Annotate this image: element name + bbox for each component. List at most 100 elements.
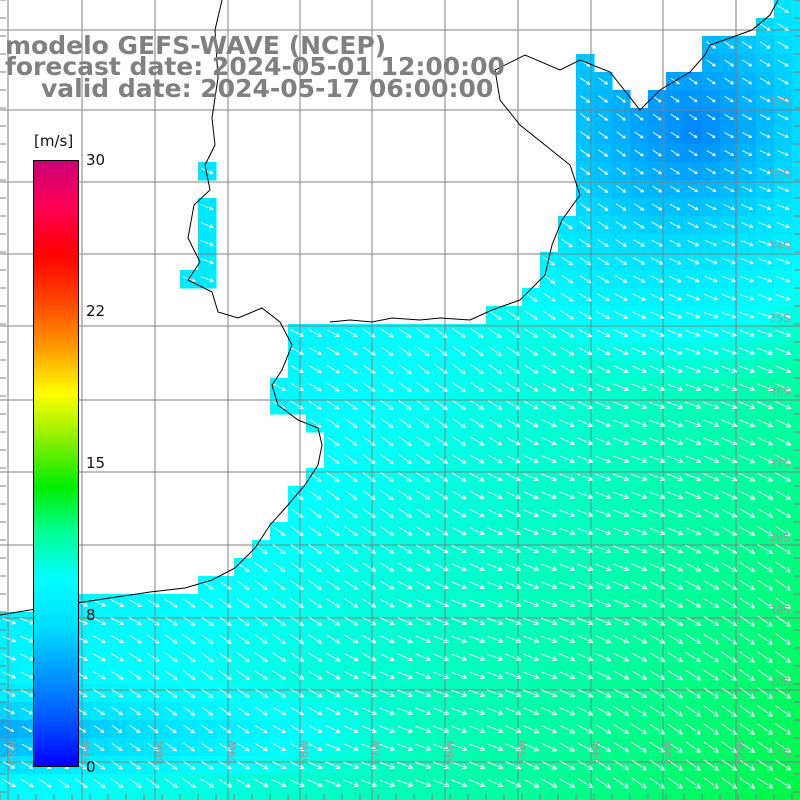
wind-arrow [271, 761, 287, 770]
wind-arrow [650, 275, 664, 283]
wind-arrow [777, 132, 789, 139]
wind-arrow [380, 526, 394, 536]
wind-arrow [450, 689, 468, 697]
wind-arrow [522, 617, 540, 625]
speed-cell [0, 792, 19, 800]
wind-arrow [218, 670, 232, 680]
wind-arrow [756, 777, 774, 789]
wind-arrow [595, 759, 611, 771]
wind-arrow [218, 634, 232, 644]
wind-arrow [577, 473, 594, 481]
wind-arrow [597, 185, 609, 193]
wind-arrow [685, 616, 702, 626]
wind-arrow [200, 240, 214, 247]
wind-arrow [558, 545, 576, 553]
wind-arrow [488, 364, 502, 374]
wind-arrow [414, 761, 432, 769]
wind-arrow [451, 653, 468, 661]
wind-arrow [397, 653, 413, 662]
wind-arrow [648, 527, 666, 536]
wind-arrow [93, 760, 106, 770]
wind-arrow [595, 401, 611, 410]
wind-arrow [522, 689, 540, 698]
speed-cell [162, 792, 181, 800]
wind-arrow [21, 725, 33, 733]
wind-arrow [757, 597, 773, 609]
wind-arrow [595, 365, 611, 374]
wind-arrow [651, 203, 663, 211]
wind-arrow [432, 779, 450, 788]
wind-arrow [596, 275, 610, 284]
wind-arrow [469, 508, 485, 518]
wind-arrow [254, 634, 268, 644]
wind-arrow [775, 633, 791, 645]
wind-arrow [702, 401, 720, 410]
wind-arrow [720, 437, 738, 446]
wind-arrow [649, 777, 665, 789]
wind-arrow [612, 545, 630, 554]
wind-arrow [684, 437, 702, 446]
wind-arrow [720, 526, 738, 536]
longitude-label: 59W [226, 740, 239, 765]
wind-arrow [362, 490, 376, 500]
wind-arrow [577, 742, 594, 752]
wind-arrow [721, 651, 737, 663]
wind-arrow [577, 346, 593, 356]
wind-arrow [739, 544, 756, 554]
wind-arrow [666, 527, 684, 536]
wind-arrow [397, 743, 414, 751]
wind-arrow [201, 724, 213, 734]
speed-cell [504, 792, 523, 800]
wind-arrow [559, 509, 576, 517]
wind-arrow [344, 490, 358, 500]
longitude-label: 54W [589, 740, 602, 765]
wind-arrow [774, 454, 792, 464]
wind-arrow [559, 473, 576, 481]
wind-arrow [775, 687, 791, 699]
wind-arrow [559, 778, 576, 788]
wind-arrow [200, 167, 214, 175]
wind-arrow [218, 598, 232, 608]
wind-arrow [128, 652, 142, 662]
wind-arrow [703, 580, 720, 590]
wind-arrow [236, 706, 250, 716]
wind-arrow [344, 382, 358, 392]
wind-arrow [759, 168, 771, 175]
wind-arrow [741, 150, 753, 156]
wind-arrow [397, 598, 413, 608]
wind-arrow [182, 688, 196, 698]
wind-arrow [702, 455, 720, 464]
wind-arrow [684, 419, 702, 427]
wind-arrow [433, 562, 449, 572]
wind-arrow [634, 149, 644, 157]
wind-arrow [756, 454, 774, 464]
wind-arrow [524, 328, 538, 338]
wind-arrow [757, 687, 773, 699]
wind-arrow [741, 222, 754, 229]
longitude-label: 60W [153, 740, 166, 765]
wind-arrow [254, 760, 269, 770]
wind-arrow [720, 508, 738, 518]
wind-arrow [504, 689, 522, 698]
wind-arrow [598, 149, 608, 157]
wind-arrow [756, 436, 774, 446]
wind-arrow [379, 689, 395, 698]
wind-arrow [398, 472, 412, 482]
wind-arrow [450, 761, 468, 770]
wind-arrow [432, 761, 450, 770]
wind-arrow [308, 526, 322, 536]
wind-arrow [724, 95, 734, 103]
wind-arrow [703, 651, 719, 663]
speed-cell [792, 432, 800, 451]
wind-arrow [397, 544, 413, 554]
wind-arrow [759, 186, 771, 193]
wind-arrow [147, 724, 159, 734]
wind-arrow [667, 329, 683, 337]
wind-arrow [630, 563, 648, 572]
wind-arrow [651, 221, 663, 229]
wind-arrow [540, 653, 558, 662]
wind-arrow [721, 741, 737, 753]
wind-arrow [633, 257, 646, 265]
wind-arrow [561, 256, 574, 266]
